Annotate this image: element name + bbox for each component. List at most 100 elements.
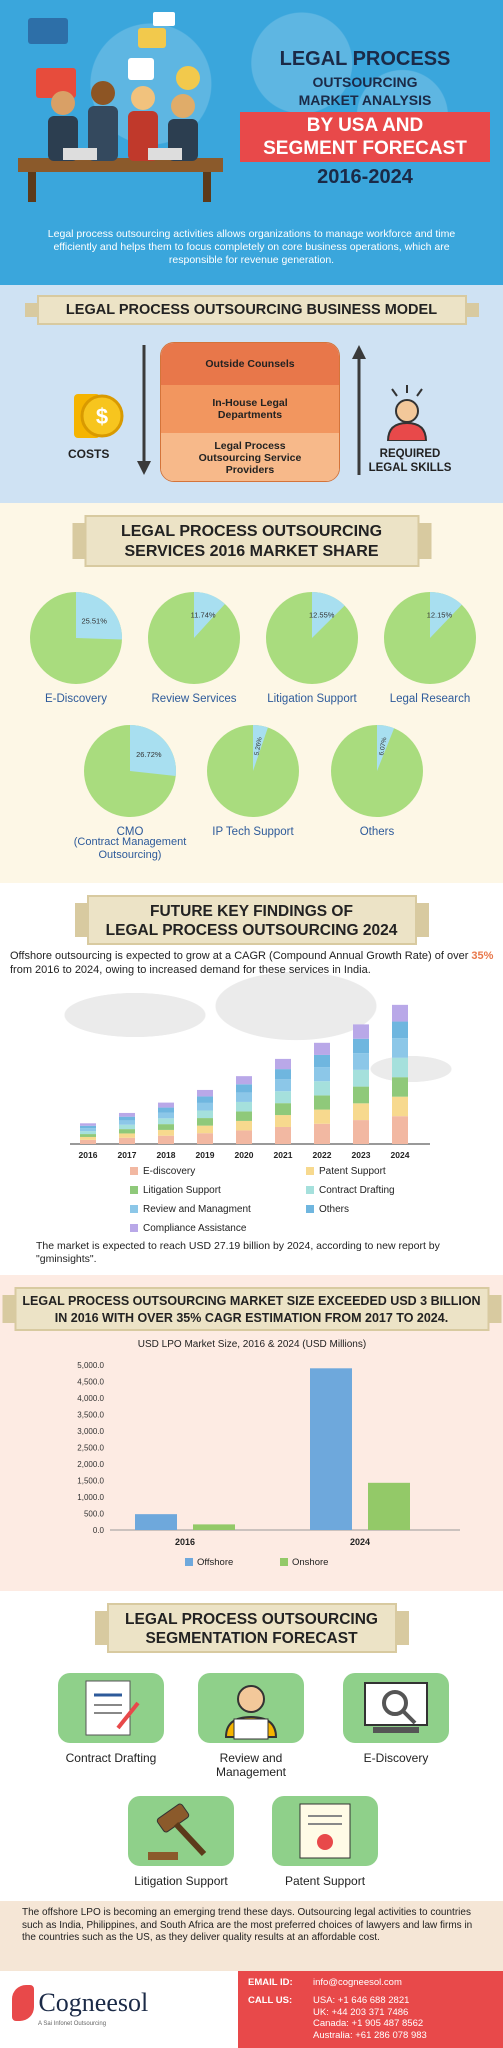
segment-label-review: Review and Management (198, 1751, 304, 1779)
gavel-icon (128, 1796, 234, 1866)
pie-slice-2 (312, 592, 345, 638)
segment-label-contract: Contract Drafting (65, 1751, 157, 1765)
skills-label-line-2: LEGAL SKILLS (368, 462, 452, 474)
stack-seg-2024-4 (392, 1038, 408, 1058)
title-line-1: LEGAL PROCESS (279, 48, 451, 70)
stack-xlabel-2023: 2023 (352, 1150, 371, 1160)
model-box-lpo-providers: Legal Process Outsourcing Service Provid… (161, 433, 339, 481)
stack-xlabel-2024: 2024 (391, 1150, 410, 1160)
pie-label-6: Others (360, 826, 395, 838)
stack-seg-2016-6 (80, 1123, 96, 1126)
segment-patent: Patent Support (272, 1796, 378, 1888)
pie-pct-4: 26.72% (136, 750, 162, 759)
stack-seg-2018-5 (158, 1107, 174, 1113)
stack-legend-label-2: Litigation Support (143, 1185, 221, 1196)
stack-seg-2023-2 (353, 1086, 369, 1104)
highlight-line-2: SEGMENT FORECAST (263, 138, 467, 159)
size-bar-2016-onshore (193, 1524, 235, 1530)
stack-seg-2023-4 (353, 1053, 369, 1070)
stack-seg-2021-6 (275, 1058, 291, 1070)
stack-seg-2016-1 (80, 1136, 96, 1140)
phone-uk[interactable]: UK: +44 203 371 7486 (313, 2006, 409, 2018)
stack-seg-2022-3 (314, 1081, 330, 1096)
stack-seg-2018-4 (158, 1112, 174, 1119)
call-label: CALL US: (248, 1995, 293, 2006)
size-xlabel-2024: 2024 (350, 1537, 370, 1547)
pie-pct-2: 12.55% (309, 611, 335, 620)
footer-contact-bar: Cogneesol A Sai Infonet Outsourcing EMAI… (0, 1971, 503, 2048)
stack-xlabel-2018: 2018 (157, 1150, 176, 1160)
stack-seg-2020-4 (236, 1092, 252, 1102)
intro-text: Legal process outsourcing activities all… (47, 228, 456, 266)
size-legend-swatch-1 (280, 1558, 288, 1566)
segment-ediscovery: E-Discovery (343, 1673, 449, 1765)
phone-list: USA: +1 646 688 2821 UK: +44 203 371 748… (313, 1995, 427, 2041)
phone-australia[interactable]: Australia: +61 286 078 983 (313, 2029, 427, 2041)
costs-label: COSTS (68, 447, 110, 461)
market-share-title-1: LEGAL PROCESS OUTSOURCING (120, 523, 383, 540)
stack-seg-2016-2 (80, 1134, 96, 1137)
pie-label-0: E-Discovery (45, 693, 107, 705)
stack-seg-2018-3 (158, 1118, 174, 1125)
stack-legend-label-5: Others (319, 1204, 349, 1215)
stack-seg-2021-1 (275, 1115, 291, 1127)
pie-label-1: Review Services (152, 693, 237, 705)
segment-label-review-2: Management (215, 1765, 287, 1779)
key-findings-section: FUTURE KEY FINDINGS OF LEGAL PROCESS OUT… (0, 883, 503, 1275)
stack-seg-2019-5 (197, 1096, 213, 1103)
stack-seg-2018-1 (158, 1129, 174, 1136)
stack-seg-2020-1 (236, 1120, 252, 1131)
model-box-outside-counsels: Outside Counsels (161, 343, 339, 385)
phone-canada[interactable]: Canada: +1 905 487 8562 (313, 2018, 424, 2029)
cagr-value: 35% (471, 950, 494, 962)
size-bar-2024-offshore (310, 1368, 352, 1530)
brand-logo: Cogneesol A Sai Infonet Outsourcing (12, 1985, 148, 2027)
down-arrow (137, 345, 151, 475)
title-years: 2016-2024 (317, 166, 413, 188)
title-line-3: MARKET ANALYSIS (298, 92, 432, 108)
phone-usa[interactable]: USA: +1 646 688 2821 (313, 1995, 410, 2006)
stack-xlabel-2019: 2019 (196, 1150, 215, 1160)
pie-label-4: CMO (117, 826, 144, 838)
pie-pct-1: 11.74% (191, 610, 216, 619)
stack-seg-2018-0 (158, 1135, 174, 1144)
stack-seg-2023-0 (353, 1120, 369, 1144)
size-bar-2016-offshore (135, 1514, 177, 1530)
stack-seg-2019-1 (197, 1125, 213, 1134)
segment-label-ediscovery: E-Discovery (363, 1751, 429, 1765)
stack-legend-swatch-4 (130, 1205, 138, 1213)
footer-text: The offshore LPO is becoming an emerging… (22, 1907, 473, 1943)
stack-legend-swatch-3 (306, 1186, 314, 1194)
pie-slice-4 (130, 725, 176, 776)
market-size-section: LEGAL PROCESS OUTSOURCING MARKET SIZE EX… (0, 1275, 503, 1591)
pie-slice-6 (377, 725, 395, 771)
stack-seg-2016-5 (80, 1125, 96, 1129)
pie-label-3: Legal Research (390, 693, 471, 705)
stack-seg-2022-5 (314, 1054, 330, 1068)
stack-legend-swatch-0 (130, 1167, 138, 1175)
cmo-sublabel-2: Outsourcing) (98, 849, 162, 861)
cmo-sublabel: (Contract Management Outsourcing) (50, 836, 210, 862)
stack-seg-2021-2 (275, 1103, 291, 1116)
cagr-text-a: Offshore outsourcing is expected to grow… (10, 950, 472, 962)
market-note: The market is expected to reach USD 27.1… (36, 1240, 440, 1265)
stack-seg-2020-6 (236, 1076, 252, 1085)
market-size-chart: USD LPO Market Size, 2016 & 2024 (USD Mi… (77, 1339, 460, 1568)
stack-seg-2022-1 (314, 1109, 330, 1124)
stack-seg-2022-4 (314, 1067, 330, 1082)
key-findings-title: FUTURE KEY FINDINGS OF LEGAL PROCESS OUT… (74, 895, 429, 945)
stack-seg-2024-0 (392, 1116, 408, 1144)
key-findings-title-2: LEGAL PROCESS OUTSOURCING 2024 (105, 922, 398, 939)
business-model-section: LEGAL PROCESS OUTSOURCING BUSINESS MODEL… (0, 285, 503, 503)
segmentation-title: LEGAL PROCESS OUTSOURCING SEGMENTATION F… (94, 1603, 409, 1653)
pie-slice-1 (194, 592, 225, 638)
stack-seg-2017-2 (119, 1129, 135, 1134)
stack-seg-2021-4 (275, 1079, 291, 1092)
stack-seg-2019-3 (197, 1110, 213, 1119)
pie-pct-3: 12.15% (427, 611, 453, 620)
stack-xlabel-2022: 2022 (313, 1150, 332, 1160)
stack-legend-label-6: Compliance Assistance (143, 1223, 247, 1234)
stack-seg-2024-6 (392, 1004, 408, 1022)
email-link[interactable]: info@cogneesol.com (313, 1977, 402, 1988)
pie-slice-3 (430, 592, 462, 638)
